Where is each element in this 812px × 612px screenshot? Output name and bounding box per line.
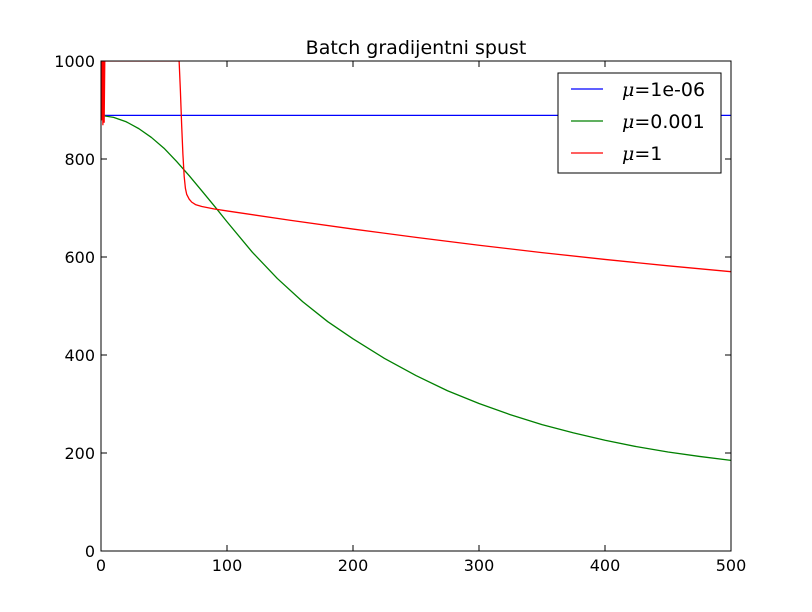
x-tick-label-2: 200 — [338, 556, 369, 575]
series-line-1 — [101, 114, 731, 461]
legend-box — [557, 72, 722, 174]
x-tick-label-5: 500 — [716, 556, 747, 575]
legend-value-0: =1e-06 — [634, 79, 705, 101]
legend-symbol-0: μ — [622, 79, 634, 101]
legend-symbol-2: μ — [622, 143, 634, 165]
legend-symbol-1: μ — [622, 111, 634, 133]
series-line-2 — [101, 61, 731, 273]
chart-title: Batch gradijentni spust — [306, 37, 527, 59]
legend-value-1: =0.001 — [634, 111, 704, 133]
x-tick-label-0: 0 — [96, 556, 106, 575]
y-tick-label-0: 0 — [85, 542, 95, 561]
ticks-layer: 0 100 200 300 400 500 0 200 400 600 800 1000 — [54, 52, 746, 575]
x-tick-label-1: 100 — [212, 556, 243, 575]
y-tick-label-1: 200 — [64, 444, 95, 463]
y-tick-label-3: 600 — [64, 248, 95, 267]
y-tick-label-2: 400 — [64, 346, 95, 365]
plot-frame — [100, 60, 732, 552]
legend-value-2: =1 — [634, 143, 662, 165]
x-tick-label-3: 300 — [464, 556, 495, 575]
x-tick-label-4: 400 — [590, 556, 621, 575]
legend-label-0: μ=1e-06 — [622, 79, 705, 101]
y-tick-label-5: 1000 — [54, 52, 95, 71]
legend-label-1: μ=0.001 — [622, 111, 705, 133]
legend-label-2: μ=1 — [622, 143, 662, 165]
y-tick-label-4: 800 — [64, 150, 95, 169]
